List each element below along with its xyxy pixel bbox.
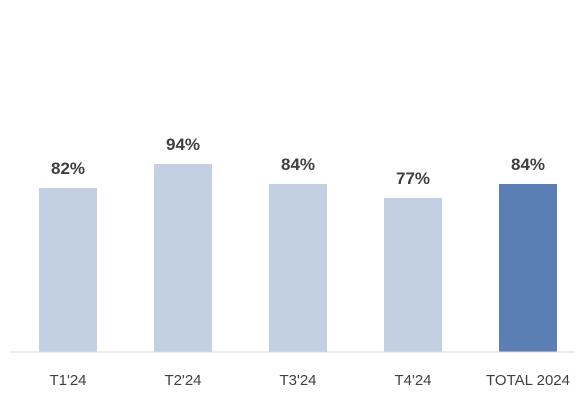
bar (384, 198, 442, 352)
x-tick-label: T4'24 (394, 372, 431, 389)
x-tick-label: T1'24 (49, 372, 86, 389)
bar-total (499, 184, 557, 352)
bar (154, 164, 212, 352)
bar (269, 184, 327, 352)
x-tick-label: T2'24 (164, 372, 201, 389)
data-label: 84% (281, 155, 315, 174)
bar (39, 188, 97, 352)
value-labels-layer: 82% 94% 84% 77% 84% (51, 135, 545, 188)
bars-layer (39, 164, 557, 352)
data-label: 77% (396, 169, 430, 188)
x-axis-tick-labels: T1'24 T2'24 T3'24 T4'24 TOTAL 2024 (49, 372, 570, 389)
data-label: 94% (166, 135, 200, 154)
data-label: 84% (511, 155, 545, 174)
data-label: 82% (51, 159, 85, 178)
x-tick-label: TOTAL 2024 (486, 372, 570, 389)
x-tick-label: T3'24 (279, 372, 316, 389)
